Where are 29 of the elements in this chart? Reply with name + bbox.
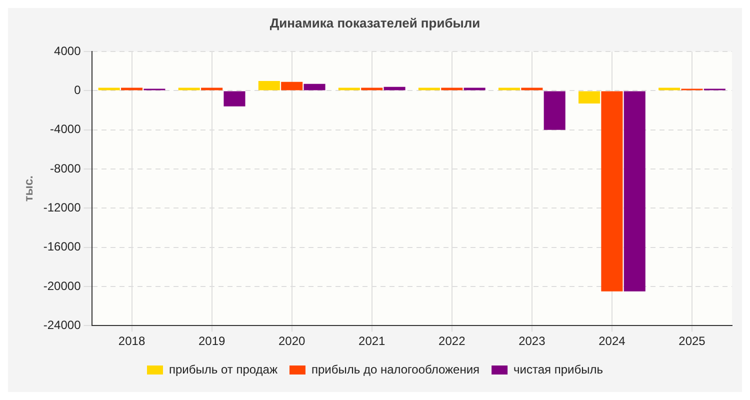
y-tick-label: -20000 bbox=[43, 278, 82, 293]
bar bbox=[224, 91, 246, 106]
legend-label: чистая прибыль bbox=[514, 362, 604, 376]
x-tick-label: 2021 bbox=[358, 334, 386, 348]
bar bbox=[544, 91, 566, 130]
x-tick-label: 2019 bbox=[198, 334, 226, 348]
y-tick-label: -8000 bbox=[50, 161, 82, 176]
bar bbox=[624, 91, 646, 292]
chart-title: Динамика показателей прибыли bbox=[270, 15, 480, 30]
y-tick-label: 4000 bbox=[54, 44, 82, 58]
y-tick-label: -24000 bbox=[43, 318, 82, 332]
y-tick-label: -16000 bbox=[43, 240, 82, 254]
bar bbox=[601, 91, 623, 292]
bar bbox=[578, 91, 600, 104]
x-tick-label: 2018 bbox=[118, 334, 146, 348]
bar bbox=[281, 82, 303, 90]
x-tick-label: 2025 bbox=[678, 334, 706, 348]
x-tick-label: 2024 bbox=[598, 334, 626, 348]
legend-label: прибыль до налогообложения bbox=[311, 362, 480, 376]
x-tick-label: 2022 bbox=[438, 334, 466, 348]
y-tick-label: -12000 bbox=[43, 200, 82, 214]
legend-label: прибыль от продаж bbox=[168, 362, 278, 376]
x-tick-label: 2020 bbox=[278, 334, 306, 348]
bar bbox=[304, 84, 326, 90]
x-tick-label: 2023 bbox=[518, 334, 546, 348]
bar bbox=[258, 80, 280, 90]
y-axis-title: тыс. bbox=[22, 176, 36, 202]
y-tick-label: -4000 bbox=[50, 122, 82, 136]
y-tick-label: 0 bbox=[74, 83, 82, 98]
